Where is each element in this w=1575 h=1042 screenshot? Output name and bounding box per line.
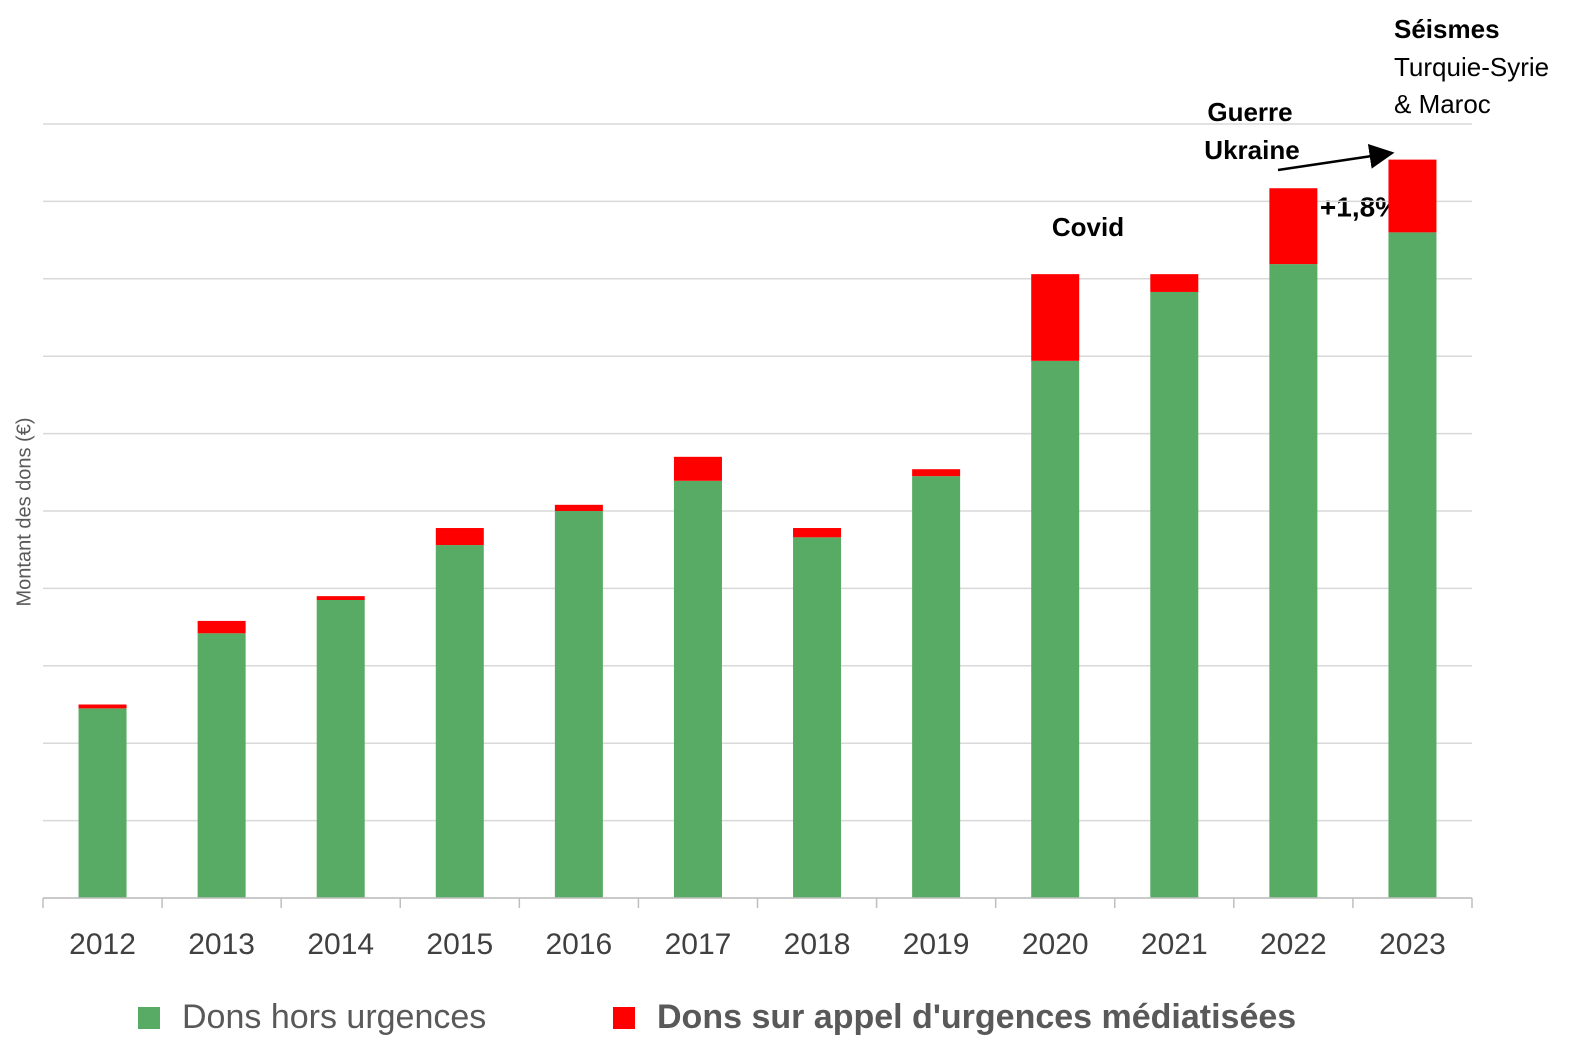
bar-segment bbox=[78, 708, 127, 898]
legend-label: Dons hors urgences bbox=[182, 998, 486, 1036]
bar-segment bbox=[435, 528, 484, 546]
x-tick-label: 2020 bbox=[1022, 928, 1089, 961]
bar-segment bbox=[197, 633, 246, 898]
x-tick-label: 2013 bbox=[188, 928, 255, 961]
legend-swatch bbox=[138, 1007, 160, 1029]
y-axis-label: Montant des dons (€) bbox=[13, 418, 35, 607]
bar-segment bbox=[78, 704, 127, 709]
bar-segment bbox=[554, 511, 603, 898]
bar-segment bbox=[1269, 264, 1318, 898]
bar-segment bbox=[912, 469, 961, 477]
x-tick-label: 2017 bbox=[665, 928, 732, 961]
bar-segment bbox=[793, 528, 842, 538]
x-tick-label: 2023 bbox=[1379, 928, 1446, 961]
arrow bbox=[1277, 143, 1395, 172]
bar-segment bbox=[1388, 232, 1437, 899]
bar-segment bbox=[912, 476, 961, 898]
annotation: & Maroc bbox=[1394, 89, 1491, 119]
bar-segment bbox=[793, 537, 842, 898]
legend-swatch bbox=[613, 1007, 635, 1029]
x-tick-label: 2021 bbox=[1141, 928, 1208, 961]
annotation: +1,8% bbox=[1320, 191, 1400, 222]
bar-segment bbox=[1150, 291, 1199, 898]
x-tick-label: 2018 bbox=[784, 928, 851, 961]
x-tick-label: 2015 bbox=[426, 928, 493, 961]
annotation: Séismes bbox=[1394, 14, 1500, 44]
bar-segment bbox=[435, 545, 484, 898]
annotation: Covid bbox=[1052, 212, 1124, 242]
bar-segment bbox=[1031, 360, 1080, 898]
x-tick-label: 2019 bbox=[903, 928, 970, 961]
x-tick-label: 2012 bbox=[69, 928, 136, 961]
bar-segment bbox=[554, 504, 603, 511]
bar-segment bbox=[197, 620, 246, 634]
annotation: Ukraine bbox=[1204, 135, 1299, 165]
annotation: Turquie-Syrie bbox=[1394, 52, 1549, 82]
legend-label: Dons sur appel d'urgences médiatisées bbox=[657, 998, 1296, 1036]
bar-segment bbox=[1269, 188, 1318, 265]
x-tick-label: 2022 bbox=[1260, 928, 1327, 961]
annotation: Guerre bbox=[1207, 97, 1292, 127]
bar-segment bbox=[673, 456, 722, 481]
bar-segment bbox=[673, 480, 722, 898]
x-tick-label: 2014 bbox=[307, 928, 374, 961]
bar-segment bbox=[1388, 159, 1437, 233]
x-tick-label: 2016 bbox=[546, 928, 613, 961]
bar-segment bbox=[1031, 274, 1080, 361]
bar-segment bbox=[1150, 274, 1199, 292]
bar-segment bbox=[316, 600, 365, 898]
bar-segment bbox=[316, 596, 365, 601]
